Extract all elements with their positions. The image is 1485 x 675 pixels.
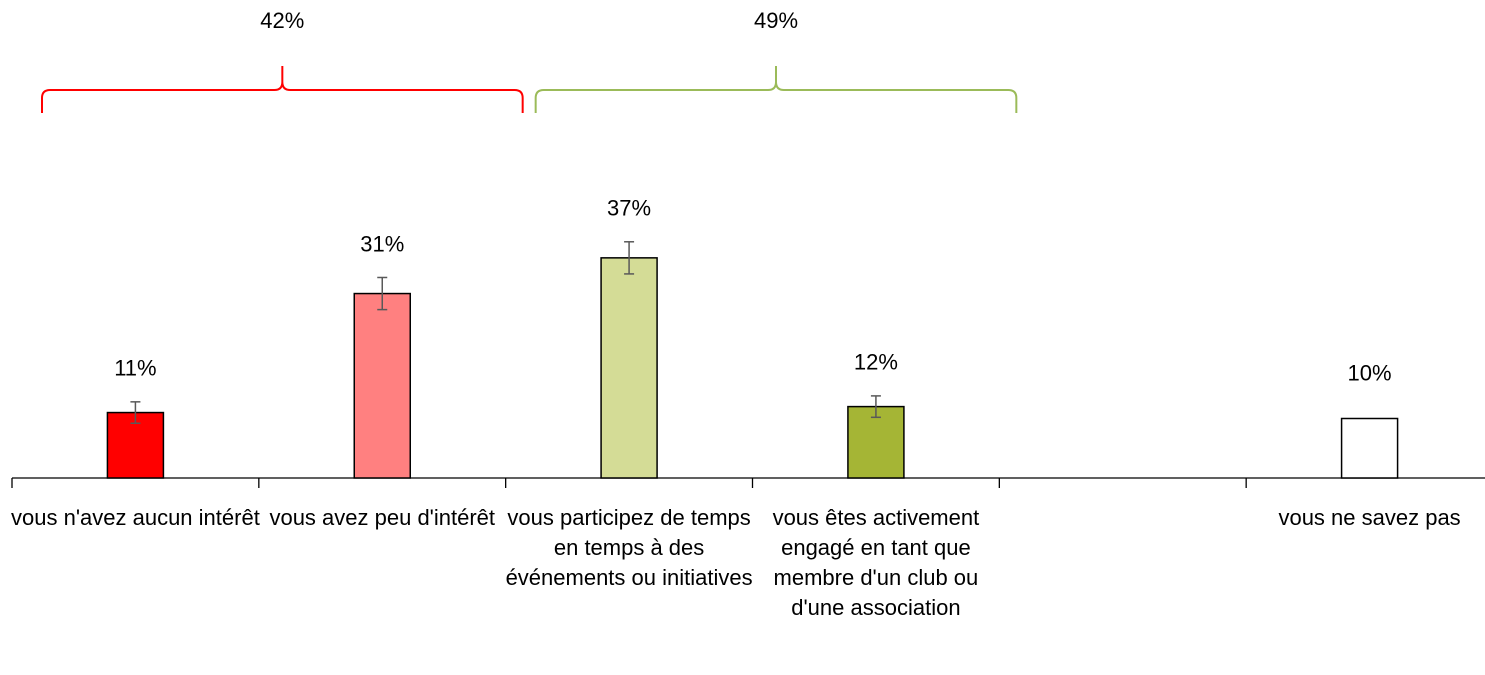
x-tick-label: vous ne savez pas bbox=[1278, 505, 1461, 530]
group-label: 42% bbox=[260, 8, 304, 33]
data-label: 10% bbox=[1348, 360, 1392, 385]
x-tick-label: vous participez de temps en temps à des … bbox=[505, 505, 753, 590]
group-bracket bbox=[534, 66, 1018, 113]
x-tick-label: vous n'avez aucun intérêt bbox=[11, 505, 260, 530]
data-label: 37% bbox=[607, 196, 651, 221]
group-label: 49% bbox=[754, 8, 798, 33]
data-label: 12% bbox=[854, 350, 898, 375]
x-tick-label: vous êtes activement engagé en tant que … bbox=[772, 505, 980, 620]
data-label: 11% bbox=[114, 356, 156, 381]
bar bbox=[600, 257, 658, 479]
bar bbox=[353, 292, 411, 479]
bar bbox=[1340, 417, 1399, 479]
error-bar bbox=[377, 276, 388, 311]
error-bar bbox=[624, 241, 635, 275]
data-label: 31% bbox=[360, 231, 404, 256]
error-bar bbox=[870, 395, 881, 419]
x-tick-label: vous avez peu d'intérêt bbox=[269, 505, 496, 530]
error-bar bbox=[130, 401, 141, 425]
bar bbox=[847, 405, 905, 479]
group-bracket bbox=[41, 66, 524, 113]
